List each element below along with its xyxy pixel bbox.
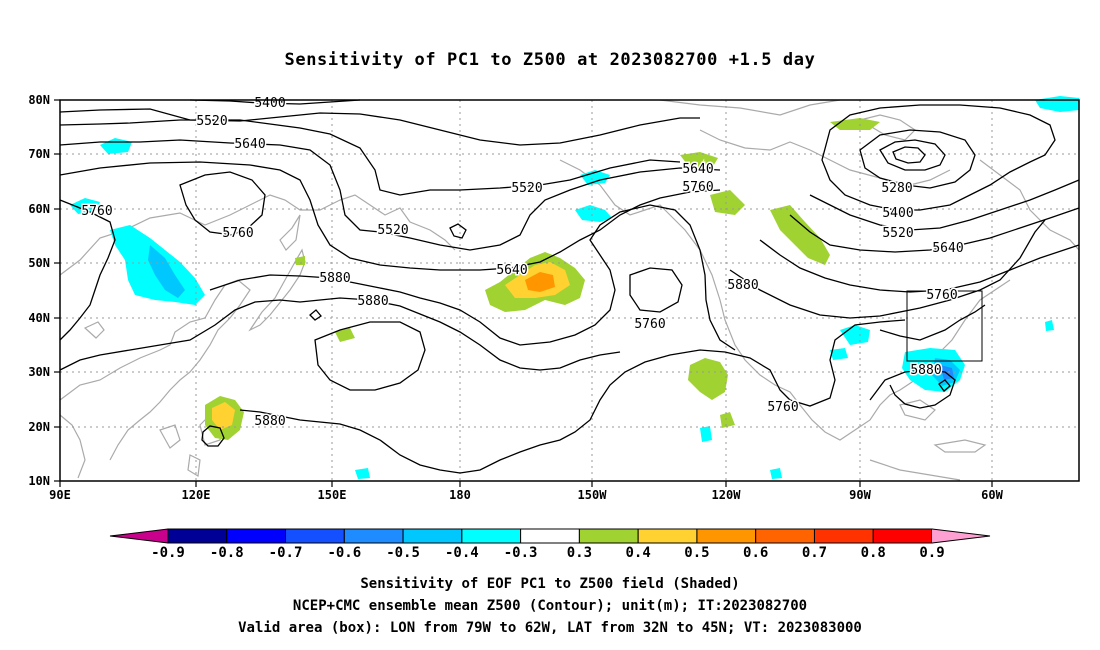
colorbar-label: -0.6 (327, 545, 361, 561)
colorbar-cell (402, 528, 463, 544)
valid-area-box (906, 290, 983, 362)
colorbar-cell (813, 528, 874, 544)
longitude-labels: 90E 120E 150E 180 150W 120W 90W 60W (49, 488, 1003, 502)
contour-label: 5520 (196, 114, 227, 129)
contour-label: 5520 (377, 223, 408, 238)
contour-label: 5400 (254, 96, 285, 111)
footer-line-valid-area: Valid area (box): LON from 79W to 62W, L… (238, 620, 862, 636)
colorbar-label: 0.9 (919, 545, 944, 561)
lat-label: 80N (28, 93, 50, 107)
contour-label: 5760 (634, 317, 665, 332)
colorbar-high-arrow (932, 529, 990, 543)
colorbar-label: -0.8 (210, 545, 244, 561)
colorbar-label: -0.5 (386, 545, 420, 561)
lon-label: 90E (49, 488, 71, 502)
colorbar: -0.9 -0.8 -0.7 -0.6 -0.5 -0.4 -0.3 0.3 0.4 0.5 0.6… (109, 528, 991, 561)
lon-label: 120E (182, 488, 211, 502)
contour-label: 5880 (357, 294, 388, 309)
footer-caption: Sensitivity of EOF PC1 to Z500 field (Sh… (0, 573, 1100, 639)
lon-label: 120W (712, 488, 742, 502)
colorbar-label: -0.7 (269, 545, 303, 561)
lat-label: 50N (28, 256, 50, 270)
colorbar-label: -0.9 (151, 545, 185, 561)
colorbar-label: 0.3 (567, 545, 592, 561)
colorbar-cell (696, 528, 757, 544)
contour-label: 5760 (81, 204, 112, 219)
contour-label: 5520 (511, 181, 542, 196)
colorbar-cell (167, 528, 228, 544)
lat-label: 60N (28, 202, 50, 216)
colorbar-cell (343, 528, 404, 544)
contour-label: 5760 (926, 288, 957, 303)
contour-label: 5520 (882, 226, 913, 241)
colorbar-cell (637, 528, 698, 544)
contour-label: 5760 (222, 226, 253, 241)
contour-label: 5880 (254, 414, 285, 429)
colorbar-cell (872, 528, 933, 544)
chart-title: Sensitivity of PC1 to Z500 at 2023082700… (284, 50, 816, 70)
contour-label: 5640 (234, 137, 265, 152)
contour-label: 5880 (319, 271, 350, 286)
lat-label: 70N (28, 147, 50, 161)
lon-label: 150E (318, 488, 347, 502)
latitude-labels: 80N 70N 60N 50N 40N 30N 20N 10N (28, 93, 50, 488)
contour-label: 5760 (682, 180, 713, 195)
lat-label: 10N (28, 474, 50, 488)
map-frame (59, 99, 1080, 482)
colorbar-label: 0.7 (802, 545, 827, 561)
colorbar-cell (226, 528, 287, 544)
contour-label: 5880 (910, 363, 941, 378)
colorbar-cell (755, 528, 815, 544)
colorbar-label: 0.8 (861, 545, 886, 561)
colorbar-cell (285, 528, 345, 544)
contour-label: 5880 (727, 278, 758, 293)
contour-label: 5640 (496, 263, 527, 278)
contour-label: 5640 (682, 162, 713, 177)
footer-line-contour: NCEP+CMC ensemble mean Z500 (Contour); u… (292, 598, 808, 614)
sensitivity-shading (70, 96, 1079, 479)
colorbar-label: -0.3 (504, 545, 538, 561)
colorbar-cell (520, 528, 580, 544)
colorbar-cell (461, 528, 522, 544)
coastlines (59, 99, 1080, 481)
lon-label: 60W (981, 488, 1003, 502)
colorbar-label: 0.5 (684, 545, 709, 561)
colorbar-label: -0.4 (445, 545, 479, 561)
colorbar-cell (578, 528, 639, 544)
z500-contours (59, 99, 1080, 474)
contour-label-group: 5400 5520 5640 5760 5760 5520 5520 5640 5640 5760… (80, 95, 965, 431)
contour-label: 5280 (881, 181, 912, 196)
contour-label: 5760 (767, 400, 798, 415)
lat-label: 20N (28, 420, 50, 434)
colorbar-label: 0.4 (626, 545, 651, 561)
footer-line-shading: Sensitivity of EOF PC1 to Z500 field (Sh… (360, 576, 740, 592)
contour-label: 5640 (932, 241, 963, 256)
colorbar-label: 0.6 (743, 545, 768, 561)
contour-label: 5400 (882, 206, 913, 221)
axis-ticks (54, 99, 993, 487)
lat-lon-grid (60, 100, 1079, 481)
lon-label: 150W (578, 488, 608, 502)
lat-label: 30N (28, 365, 50, 379)
lat-label: 40N (28, 311, 50, 325)
lon-label: 180 (449, 488, 471, 502)
colorbar-low-arrow (110, 529, 168, 543)
lon-label: 90W (849, 488, 871, 502)
